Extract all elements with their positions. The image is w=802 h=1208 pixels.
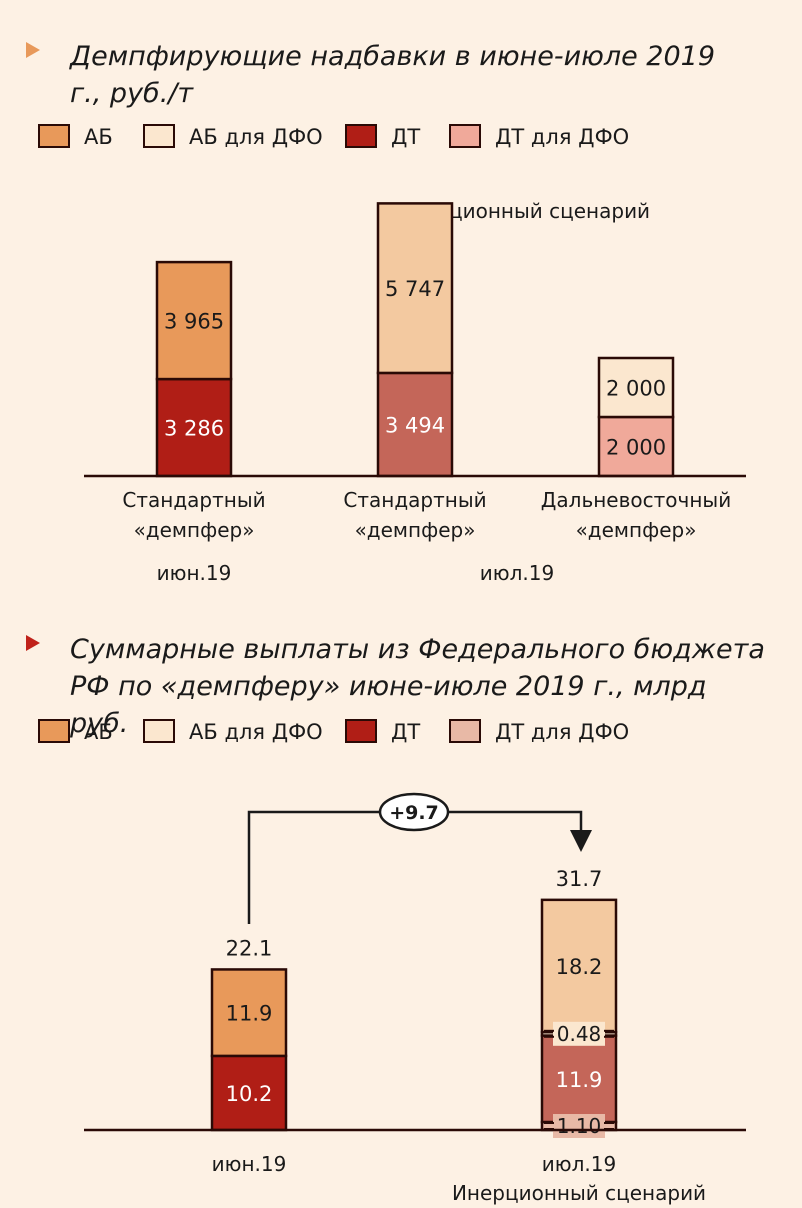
data-label: 11.9: [226, 1002, 273, 1026]
legend-label: АБ для ДФО: [189, 720, 323, 744]
data-label: 3 494: [385, 413, 445, 437]
legend-label: АБ: [84, 720, 113, 744]
legend-label: ДТ: [391, 720, 421, 744]
data-label: 0.48: [557, 1022, 602, 1046]
small-label-box: [553, 1114, 605, 1139]
category-label: июл.19: [542, 1152, 616, 1176]
legend-swatch: [449, 124, 481, 148]
category-label: Стандартный: [343, 488, 486, 512]
data-label: 11.9: [556, 1068, 603, 1092]
period-label: июл.19: [480, 561, 554, 585]
chart2-title: Суммарные выплаты из Федерального бюджет…: [70, 634, 765, 739]
data-label: 10.2: [226, 1082, 273, 1106]
legend-label: АБ: [84, 125, 113, 149]
data-label: 18.2: [556, 955, 603, 979]
legend-swatch: [345, 719, 377, 743]
data-label: 2 000: [606, 377, 666, 401]
category-label: Стандартный: [122, 488, 265, 512]
chart2-svg: 10.2 11.9 22.1 1.10 11.9 0.48 18.2 31.7 +9.7 июн.…: [84, 792, 746, 1205]
bar-segment: [540, 898, 618, 1034]
data-label: 2 000: [606, 436, 666, 460]
data-label: 5 747: [385, 277, 445, 301]
category-label: «демпфер»: [355, 518, 476, 542]
arrow-down-icon: [570, 830, 592, 852]
difference-badge: [378, 792, 450, 832]
small-label-box: [553, 1021, 605, 1046]
legend-swatch: [345, 124, 377, 148]
category-label: «демпфер»: [134, 518, 255, 542]
legend-swatch: [38, 124, 70, 148]
legend-swatch: [449, 719, 481, 743]
category-sublabel: Инерционный сценарий: [452, 1181, 706, 1205]
total-label: 22.1: [226, 936, 273, 960]
chart1-title: Демпфирующие надбавки в июне-июле 2019 г…: [70, 41, 716, 109]
bar-segment: [597, 356, 675, 419]
data-label: 3 965: [164, 310, 224, 334]
category-label: Дальневосточный: [541, 488, 731, 512]
data-label: 3 286: [164, 417, 224, 441]
category-label: июн.19: [212, 1152, 287, 1176]
bar-segment: [376, 202, 454, 375]
bar-segment: [155, 260, 233, 381]
legend-swatch: [38, 719, 70, 743]
total-label: 31.7: [556, 867, 603, 891]
legend-swatch: [143, 719, 175, 743]
bar-segment: [155, 377, 233, 478]
category-label: «демпфер»: [576, 518, 697, 542]
legend-label: АБ для ДФО: [189, 125, 323, 149]
triangle-marker-icon: [26, 42, 40, 58]
difference-label: +9.7: [389, 802, 439, 824]
data-label: 1.10: [557, 1114, 602, 1138]
legend-label: ДТ для ДФО: [495, 720, 630, 744]
legend-label: ДТ для ДФО: [495, 125, 630, 149]
triangle-marker-icon: [26, 635, 40, 651]
bar-segment: [210, 968, 288, 1058]
legend-label: ДТ: [391, 125, 421, 149]
period-label: июн.19: [157, 561, 232, 585]
legend-swatch: [143, 124, 175, 148]
bar-segment: [376, 371, 454, 478]
